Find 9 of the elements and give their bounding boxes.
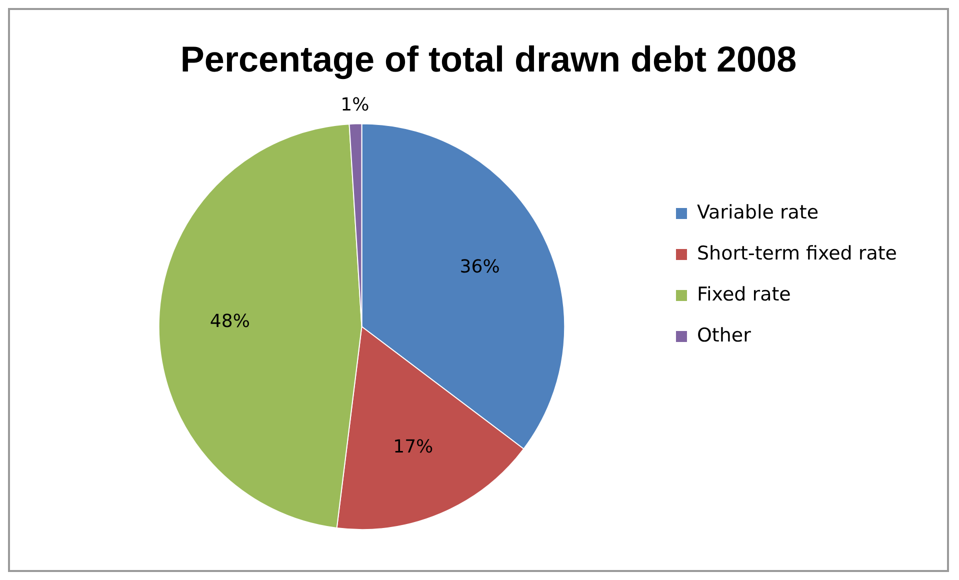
data-label: 1% — [340, 94, 370, 116]
data-label: 17% — [393, 436, 434, 458]
data-label: 36% — [460, 256, 500, 278]
chart-title: Percentage of total drawn debt 2008 — [180, 38, 797, 80]
legend-label: Fixed rate — [696, 283, 791, 306]
legend-label: Variable rate — [696, 201, 819, 224]
data-label: 48% — [210, 311, 250, 332]
legend-label: Other — [696, 324, 752, 346]
legend-label: Short-term fixed rate — [696, 242, 898, 264]
